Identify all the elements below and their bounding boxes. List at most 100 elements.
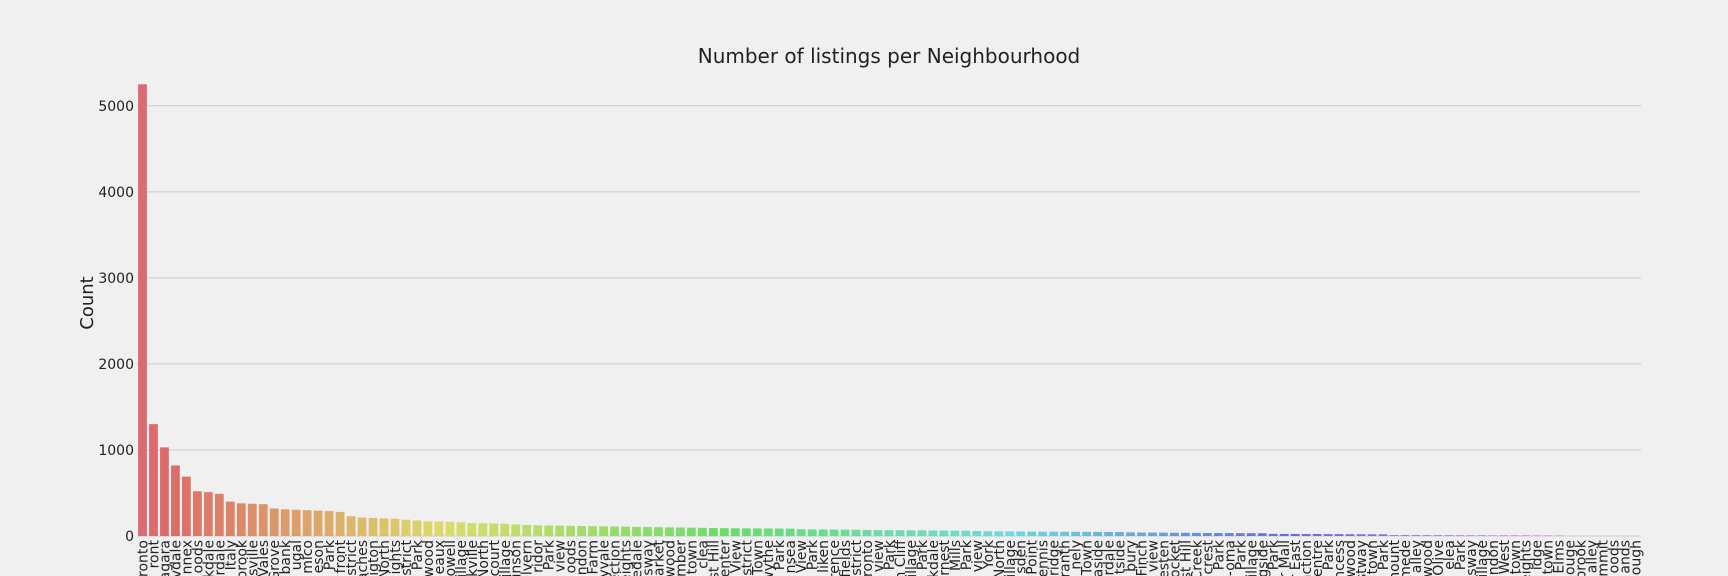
bar [1279, 533, 1289, 536]
bar [1213, 533, 1223, 536]
bar [994, 531, 1004, 536]
bar [214, 493, 224, 536]
x-tick-label: clea [695, 540, 711, 569]
x-tick-label: st Hill [706, 540, 722, 576]
x-tick-label: Grove [267, 540, 283, 576]
bar [884, 530, 894, 536]
bar [1477, 535, 1487, 536]
bar [335, 511, 345, 536]
bar [1389, 535, 1399, 536]
x-tick-label: ough [1629, 540, 1645, 575]
x-tick-label: inson [509, 540, 525, 576]
x-tick-label: vyvale [597, 540, 613, 576]
bar [258, 504, 268, 536]
x-tick-label: Creek [1189, 539, 1205, 576]
x-tick-label: sden [1014, 540, 1030, 574]
bar [939, 530, 949, 536]
x-tick-label: view [871, 540, 887, 572]
x-tick-label: eights [1519, 540, 1535, 576]
y-tick-label: 0 [125, 529, 134, 545]
bar [533, 525, 543, 536]
y-tick-label: 5000 [98, 99, 134, 115]
x-tick-label: eights [619, 540, 635, 576]
x-tick-label: View [728, 540, 744, 573]
x-tick-label: kville [465, 540, 481, 576]
x-tick-label: Park [882, 539, 898, 570]
bar [1082, 531, 1091, 536]
bar [1005, 531, 1015, 536]
bar [676, 527, 685, 536]
chart-title: Number of listings per Neighbourhood [698, 44, 1081, 68]
bar [1345, 534, 1355, 536]
bar [610, 526, 619, 536]
y-tick-labels: 0 1000 2000 3000 4000 5000 [98, 99, 134, 545]
bar [763, 528, 773, 536]
x-tick-label: istrict [739, 540, 755, 576]
bar [1104, 531, 1113, 536]
x-tick-label: Point [1025, 539, 1041, 574]
x-tick-label: rdale [212, 540, 228, 575]
x-tick-label: mmit [1596, 539, 1612, 576]
bar [566, 525, 576, 536]
bar [1444, 535, 1454, 536]
x-tick-label: town [1541, 540, 1557, 574]
bar [1191, 532, 1201, 536]
bar [643, 527, 652, 536]
x-tick-label: wood [1343, 540, 1359, 576]
bar [302, 510, 312, 536]
x-tick-label: entre [1310, 540, 1326, 576]
x-tick-label: illage [454, 540, 470, 576]
x-tick-label: oods [564, 540, 580, 573]
x-tick-label: sway [640, 540, 656, 576]
bar [588, 526, 597, 536]
x-tick-label: ection [608, 540, 624, 576]
x-tick-label: Park [959, 539, 975, 570]
x-tick-label: elvern [520, 540, 536, 576]
bar [972, 531, 982, 536]
x-tick-label: court [487, 539, 503, 576]
x-tick-label: wood [662, 540, 678, 576]
bar [983, 531, 993, 536]
bar [555, 525, 565, 536]
bar [928, 530, 938, 536]
x-tick-label: ndon [575, 540, 591, 575]
bar [1334, 534, 1344, 536]
x-tick-label: town [1365, 540, 1381, 574]
y-tick-label: 4000 [98, 185, 134, 201]
bar [1521, 535, 1531, 536]
bar [149, 424, 158, 536]
bar [829, 529, 839, 536]
bar [1488, 535, 1498, 536]
bar [412, 520, 422, 536]
x-tick-label: illage [1003, 540, 1019, 576]
bar [456, 522, 466, 536]
x-tick-label: illage [904, 540, 920, 576]
bar [1181, 532, 1190, 536]
x-tick-label: mber [673, 540, 689, 576]
bar [1235, 533, 1245, 536]
x-tick-label: Park [1266, 539, 1282, 570]
x-tick-label: arket [651, 539, 667, 576]
bar [1246, 533, 1256, 536]
x-tick-label: Park [1211, 539, 1227, 570]
x-tick-label: vdale [168, 540, 184, 576]
x-tick-label: idge [1530, 540, 1546, 570]
bar [324, 511, 334, 536]
bar [807, 529, 817, 536]
x-tick-label: alley [1585, 540, 1601, 573]
bar [1224, 533, 1234, 536]
x-tick-label: ouge [1563, 540, 1579, 575]
x-tick-label: tside [1113, 540, 1129, 574]
bar [621, 526, 630, 536]
x-tick-label: illage [498, 540, 514, 576]
y-tick-label: 2000 [98, 357, 134, 373]
bar [708, 527, 718, 536]
x-tick-label: elea [1442, 540, 1458, 570]
x-tick-label: ocket [1167, 540, 1183, 576]
x-tick-label: r Mall [1277, 540, 1293, 576]
x-tick-label: igton [366, 540, 382, 576]
bar [1159, 532, 1168, 536]
bar [203, 492, 213, 536]
bar [1400, 535, 1410, 536]
x-tick-label: Finch [1134, 540, 1150, 576]
